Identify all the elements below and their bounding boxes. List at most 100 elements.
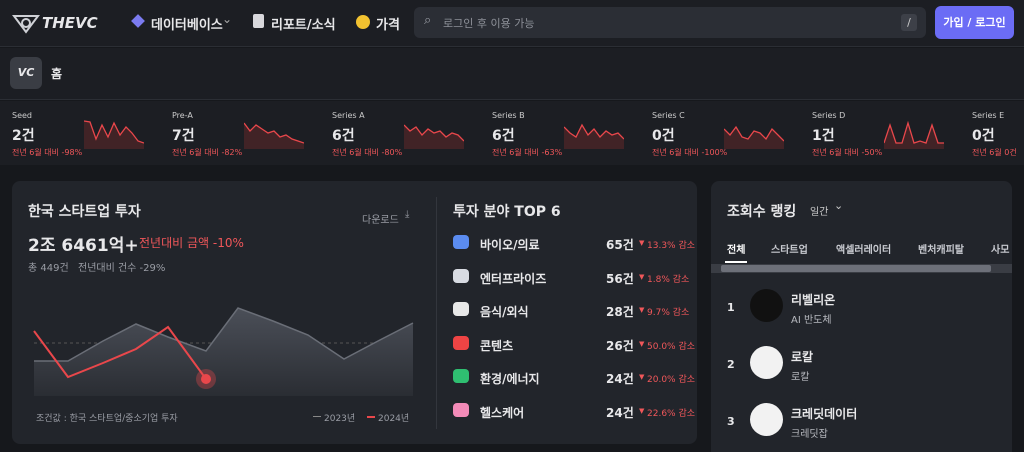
top6-list: 바이오/의료 65건 ▼ 13.3% 감소 엔터프라이즈 56건 ▼ 1.8% 감소 음식/외식… xyxy=(453,233,696,433)
category-icon xyxy=(453,268,469,283)
download-link[interactable]: 다운로드 xyxy=(362,215,399,226)
category-icon xyxy=(453,235,469,249)
down-arrow: ▼ xyxy=(639,406,645,415)
legend-swatch xyxy=(313,416,321,417)
legend-item: 2024년 xyxy=(378,414,410,424)
category-change: 9.7% 감소 xyxy=(647,308,690,318)
stage-count: 6건 xyxy=(332,128,355,144)
legend-item: 2023년 xyxy=(324,414,356,424)
stage-name: Pre-A xyxy=(172,111,193,120)
category-name: 음식/외식 xyxy=(480,305,529,319)
company-name[interactable]: 크레딧데이터 xyxy=(791,407,858,421)
login-button[interactable]: 가입 / 로그인 xyxy=(935,6,1014,39)
category-change: 1.8% 감소 xyxy=(647,274,690,285)
menu-item[interactable]: 데이터베이스 xyxy=(151,18,223,33)
down-arrow: ▼ xyxy=(639,272,645,281)
stage-name: Series B xyxy=(492,111,525,120)
category-change: 50.0% 감소 xyxy=(647,341,696,352)
category-name: 엔터프라이즈 xyxy=(480,271,547,286)
period-select[interactable]: 일간 xyxy=(810,207,829,218)
category-change: 22.6% 감소 xyxy=(647,408,696,419)
sparkline xyxy=(84,120,144,149)
stage-name: Series D xyxy=(812,111,846,120)
breadcrumb[interactable]: 홈 xyxy=(51,67,63,81)
company-logo xyxy=(750,346,783,379)
stage-change: 전년 6월 대비 -50% xyxy=(812,148,883,157)
sparkline xyxy=(244,122,304,149)
company-desc: AI 반도체 xyxy=(791,315,832,326)
category-icon xyxy=(453,302,469,316)
amount-change: 전년대비 금액 -10% xyxy=(139,236,244,250)
stage-change: 전년 6월 대비 -100% xyxy=(652,148,728,157)
stage-change: 전년 6월 0건 xyxy=(972,148,1017,157)
category-count: 28건 xyxy=(606,305,634,319)
tab[interactable]: 액셀러레이터 xyxy=(836,245,892,256)
sparkline xyxy=(884,120,944,149)
investment-chart xyxy=(33,307,414,396)
stage-count: 2건 xyxy=(12,128,35,144)
stage-count: 1건 xyxy=(812,128,835,144)
category-icon xyxy=(453,335,469,350)
stage-count: 0건 xyxy=(972,128,995,144)
category-icon xyxy=(453,369,469,383)
dropdown-arrow: ⌄ xyxy=(222,12,233,26)
search-shortcut: / xyxy=(901,14,917,31)
category-change: 20.0% 감소 xyxy=(647,375,696,385)
category-change: 13.3% 감소 xyxy=(647,241,696,251)
investment-card: 한국 스타트업 투자 다운로드 ⤓ 2조 6461억+ 전년대비 금액 -10%… xyxy=(12,181,697,444)
active-tab-underline xyxy=(725,261,747,263)
count-change: 전년대비 건수 -29% xyxy=(78,263,166,274)
tab[interactable]: 전체 xyxy=(727,245,746,256)
down-arrow: ▼ xyxy=(639,239,645,247)
category-name: 바이오/의료 xyxy=(480,238,540,252)
top-nav: THEVC 데이터베이스 ⌄ 리포트/소식 가격 ⌕ 로그인 후 이용 가능 /… xyxy=(0,0,1024,47)
download-icon: ⤓ xyxy=(405,209,410,220)
stage-change: 전년 6월 대비 -98% xyxy=(12,148,83,157)
ranking-title: 조회수 랭킹 xyxy=(727,204,797,220)
breadcrumb-bar: VC 홈 xyxy=(0,48,1024,100)
down-arrow: ▼ xyxy=(639,306,645,314)
tab[interactable]: 스타트업 xyxy=(771,245,808,256)
stage-name: Series C xyxy=(652,111,685,120)
tab[interactable]: 벤처캐피탈 xyxy=(918,245,964,256)
category-icon xyxy=(453,402,469,417)
category-count: 65건 xyxy=(606,238,634,252)
search-icon: ⌕ xyxy=(424,13,432,28)
category-name: 환경/에너지 xyxy=(480,372,540,386)
category-name: 콘텐츠 xyxy=(480,338,514,353)
down-arrow: ▼ xyxy=(639,339,645,348)
stage-name: Series E xyxy=(972,111,1005,120)
menu-item[interactable]: 가격 xyxy=(376,18,400,33)
category-count: 56건 xyxy=(606,271,634,286)
search-box[interactable]: ⌕ 로그인 후 이용 가능 / xyxy=(414,7,926,38)
stage-count: 7건 xyxy=(172,128,195,144)
logo-icon xyxy=(12,15,40,34)
total-count: 총 449건 xyxy=(28,263,69,274)
down-arrow: ▼ xyxy=(639,373,645,381)
tab[interactable]: 사모 xyxy=(991,245,1010,256)
stage-change: 전년 6월 대비 -80% xyxy=(332,148,403,157)
category-name: 헬스케어 xyxy=(480,405,525,420)
db-icon xyxy=(131,14,145,28)
company-desc: 로칼 xyxy=(791,372,810,383)
report-icon xyxy=(253,14,264,28)
legend-swatch xyxy=(367,416,375,418)
footnote: 조건값 : 한국 스타트업/중소기업 투자 xyxy=(36,414,178,424)
company-logo xyxy=(750,289,783,322)
tab-bar: 전체 스타트업 액셀러레이터 벤처캐피탈 사모 xyxy=(711,237,1012,263)
sparkline xyxy=(564,123,624,149)
sparkline xyxy=(404,124,464,149)
price-icon xyxy=(356,15,370,29)
top6-title: 투자 분야 TOP 6 xyxy=(453,204,561,220)
company-name[interactable]: 리벨리온 xyxy=(791,293,836,307)
stage-count: 0건 xyxy=(652,128,675,144)
menu-item[interactable]: 리포트/소식 xyxy=(271,18,336,33)
category-count: 24건 xyxy=(606,405,634,420)
logo-text[interactable]: THEVC xyxy=(42,14,98,32)
card-title: 한국 스타트업 투자 xyxy=(28,204,141,220)
company-name[interactable]: 로칼 xyxy=(791,350,814,364)
search-placeholder: 로그인 후 이용 가능 xyxy=(443,17,535,30)
company-logo xyxy=(750,403,783,436)
stage-strip: Seed 2건 전년 6월 대비 -98% Pre-A 7건 전년 6월 대비 -82% S… xyxy=(0,101,1024,165)
